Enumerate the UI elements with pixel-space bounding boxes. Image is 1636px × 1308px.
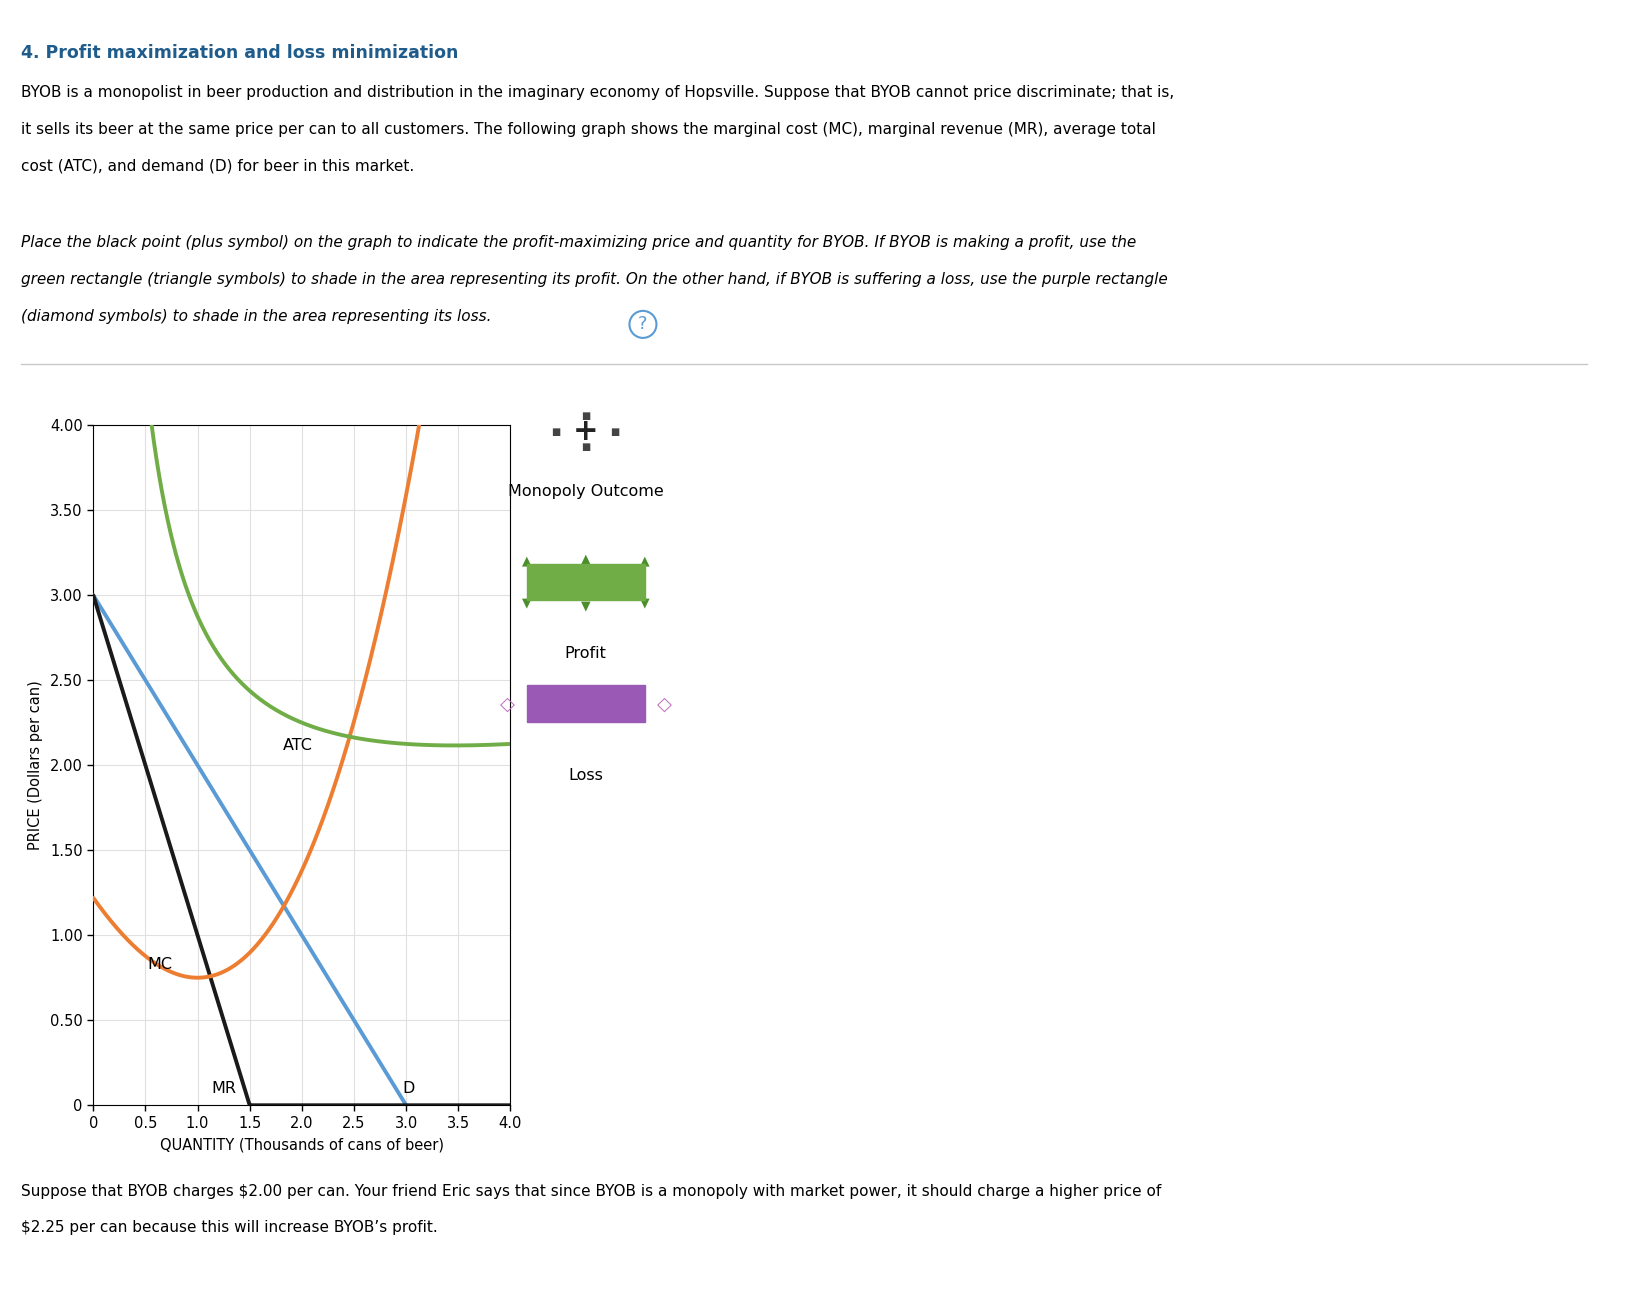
Text: (diamond symbols) to shade in the area representing its loss.: (diamond symbols) to shade in the area r…	[21, 309, 492, 323]
Text: ■: ■	[581, 442, 591, 453]
Text: +: +	[573, 417, 599, 446]
Text: MR: MR	[211, 1082, 236, 1096]
Text: ◇: ◇	[499, 695, 515, 713]
Text: Profit: Profit	[564, 646, 607, 661]
Text: 4. Profit maximization and loss minimization: 4. Profit maximization and loss minimiza…	[21, 44, 458, 63]
Text: ▼: ▼	[581, 599, 591, 612]
Text: green rectangle (triangle symbols) to shade in the area representing its profit.: green rectangle (triangle symbols) to sh…	[21, 272, 1168, 286]
Text: D: D	[402, 1082, 414, 1096]
Text: BYOB is a monopolist in beer production and distribution in the imaginary econom: BYOB is a monopolist in beer production …	[21, 85, 1175, 99]
Text: ▼: ▼	[640, 596, 649, 610]
Text: ▲: ▲	[522, 555, 532, 568]
Text: ?: ?	[638, 315, 648, 334]
Text: Suppose that BYOB charges $2.00 per can. Your friend Eric says that since BYOB i: Suppose that BYOB charges $2.00 per can.…	[21, 1184, 1162, 1198]
X-axis label: QUANTITY (Thousands of cans of beer): QUANTITY (Thousands of cans of beer)	[160, 1138, 443, 1152]
Text: $2.25 per can because this will increase BYOB’s profit.: $2.25 per can because this will increase…	[21, 1220, 438, 1235]
Text: ■: ■	[610, 426, 620, 437]
Text: ◇: ◇	[656, 695, 672, 713]
Text: ATC: ATC	[283, 738, 312, 753]
Text: Monopoly Outcome: Monopoly Outcome	[507, 484, 664, 498]
Text: MC: MC	[147, 957, 172, 972]
Text: ▲: ▲	[581, 552, 591, 565]
Text: it sells its beer at the same price per can to all customers. The following grap: it sells its beer at the same price per …	[21, 122, 1157, 136]
Text: ▲: ▲	[640, 555, 649, 568]
Text: ■: ■	[581, 411, 591, 421]
Text: Place the black point (plus symbol) on the graph to indicate the profit-maximizi: Place the black point (plus symbol) on t…	[21, 235, 1137, 250]
Text: ■: ■	[551, 426, 561, 437]
Text: ▼: ▼	[522, 596, 532, 610]
Y-axis label: PRICE (Dollars per can): PRICE (Dollars per can)	[28, 680, 43, 850]
Text: cost (ATC), and demand (D) for beer in this market.: cost (ATC), and demand (D) for beer in t…	[21, 158, 414, 173]
Text: Loss: Loss	[568, 768, 604, 782]
